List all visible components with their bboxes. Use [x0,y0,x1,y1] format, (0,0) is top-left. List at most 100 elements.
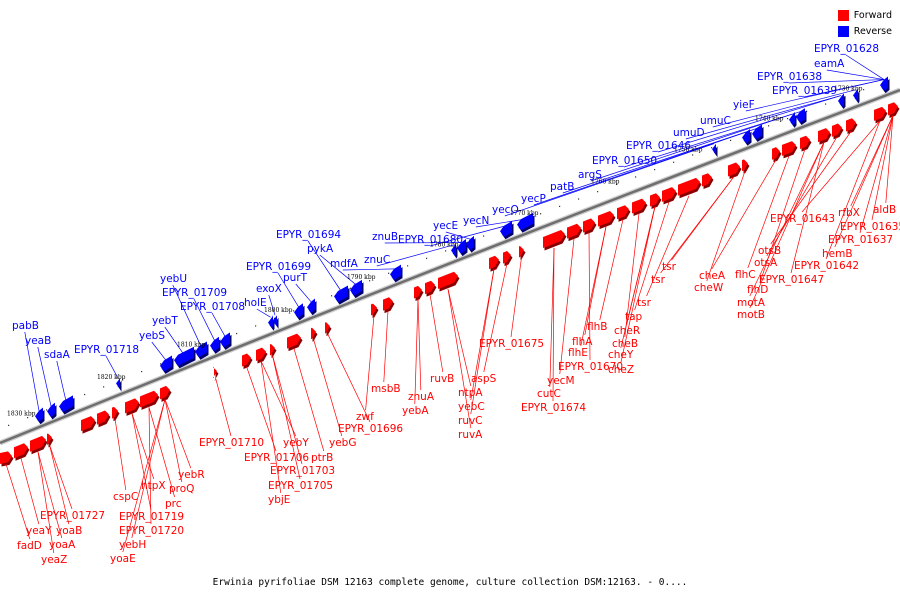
forward-label-leader [148,407,175,498]
forward-gene-label: ptrB [311,452,333,464]
reverse-gene-label: EPYR_01680 [398,234,463,246]
reverse-gene [220,332,232,350]
gene-arrow [112,406,118,419]
track-dot [407,265,409,267]
forward-gene-label: EPYR_01696 [338,423,403,435]
forward-gene-label: otsB [758,245,781,257]
gene-arrow [466,235,474,251]
forward-label-leader [260,360,297,437]
forward-label-leader [552,248,555,402]
track-dot [597,191,599,193]
reverse-gene-label: znuB [372,231,398,243]
forward-label-leader [859,115,894,234]
gene-arrow [390,264,401,280]
track-dot [8,424,10,426]
reverse-label-leader [295,283,312,302]
reverse-label-leader [24,331,40,411]
reverse-label-leader [256,308,271,318]
forward-gene [325,322,332,337]
forward-gene-label: tsr [651,274,666,286]
forward-gene [772,147,782,163]
reverse-gene [268,315,275,331]
forward-gene [438,271,460,292]
reverse-label-leader [533,131,747,206]
track-dot [274,317,276,319]
forward-gene-label: zwf [356,411,374,423]
gene-arrow [846,118,856,132]
reverse-label-leader [788,79,885,84]
forward-gene-label: EPYR_01703 [270,465,335,477]
forward-label-leader [417,298,422,391]
gene-arrow [35,407,43,422]
forward-gene-label: EPYR_01710 [199,437,264,449]
track-dot [711,147,713,149]
forward-label-leader [148,407,152,525]
gene-arrow [742,129,750,144]
track-dot [331,295,333,297]
gene-arrow [256,347,266,361]
gene-arrow [789,111,795,126]
forward-label-leader [293,348,325,452]
forward-gene-label: flhC [735,269,756,281]
gene-arrow [782,141,796,156]
forward-gene-label: flhE [568,347,588,359]
reverse-gene-label: EPYR_01628 [814,43,879,55]
forward-label-leader [114,418,127,491]
forward-label-leader [49,444,70,525]
track-dot [426,257,428,259]
gene-arrow [125,398,139,414]
forward-gene-label: yebC [458,401,485,413]
gene-arrow [818,128,830,143]
gene-arrow [712,142,716,155]
forward-gene-label: proQ [169,483,194,495]
reverse-gene [796,108,807,126]
reverse-label-leader [376,244,454,267]
forward-gene [160,385,172,402]
track-dot [825,103,827,105]
gene-arrow [270,343,275,356]
forward-gene-label: EPYR_01727 [40,510,105,522]
reverse-gene-label: EPYR_01639 [772,85,837,97]
track-dot [559,205,561,207]
reverse-gene [712,142,718,158]
gene-arrow [853,87,858,101]
forward-gene [598,211,616,230]
reverse-gene-label: holE [244,297,267,309]
reverse-gene [838,93,846,110]
forward-gene-label: cheW [694,282,724,294]
forward-gene-label: otsA [754,257,778,269]
reverse-label-leader [504,143,715,217]
gene-arrow [242,353,251,367]
forward-gene-label: yoaA [49,539,76,551]
forward-gene [742,159,750,174]
reverse-gene-label: EPYR_01694 [276,229,341,241]
legend-forward: Forward [837,8,892,22]
gene-arrow [140,390,158,408]
forward-label-leader [620,206,656,364]
gene-arrow [294,303,303,318]
reverse-gene-label: EPYR_01699 [246,261,311,273]
track-dot [293,310,295,312]
gene-arrow [678,177,700,196]
reverse-gene-label: pabB [12,320,39,332]
forward-gene-label: yoaE [110,553,136,565]
track-dot [616,183,618,185]
forward-label-leader [470,269,495,415]
reverse-gene-label: EPYR_01646 [626,140,691,152]
track-dot [806,110,808,112]
track-dot [255,325,257,327]
gene-arrow [307,298,315,313]
forward-label-leader [365,315,375,411]
forward-gene [0,451,14,467]
forward-gene [503,251,513,267]
legend-forward-label: Forward [853,9,892,21]
reverse-label-leader [307,240,342,292]
tick-label: 1820 kbp [97,374,126,381]
reverse-gene [390,264,403,283]
forward-gene-label: ybjE [268,494,290,506]
forward-gene-label: htpX [141,480,166,492]
reverse-gene-label: yecP [521,193,546,205]
gene-arrow [650,193,660,207]
forward-gene [311,327,318,342]
reverse-label-leader [319,254,357,285]
